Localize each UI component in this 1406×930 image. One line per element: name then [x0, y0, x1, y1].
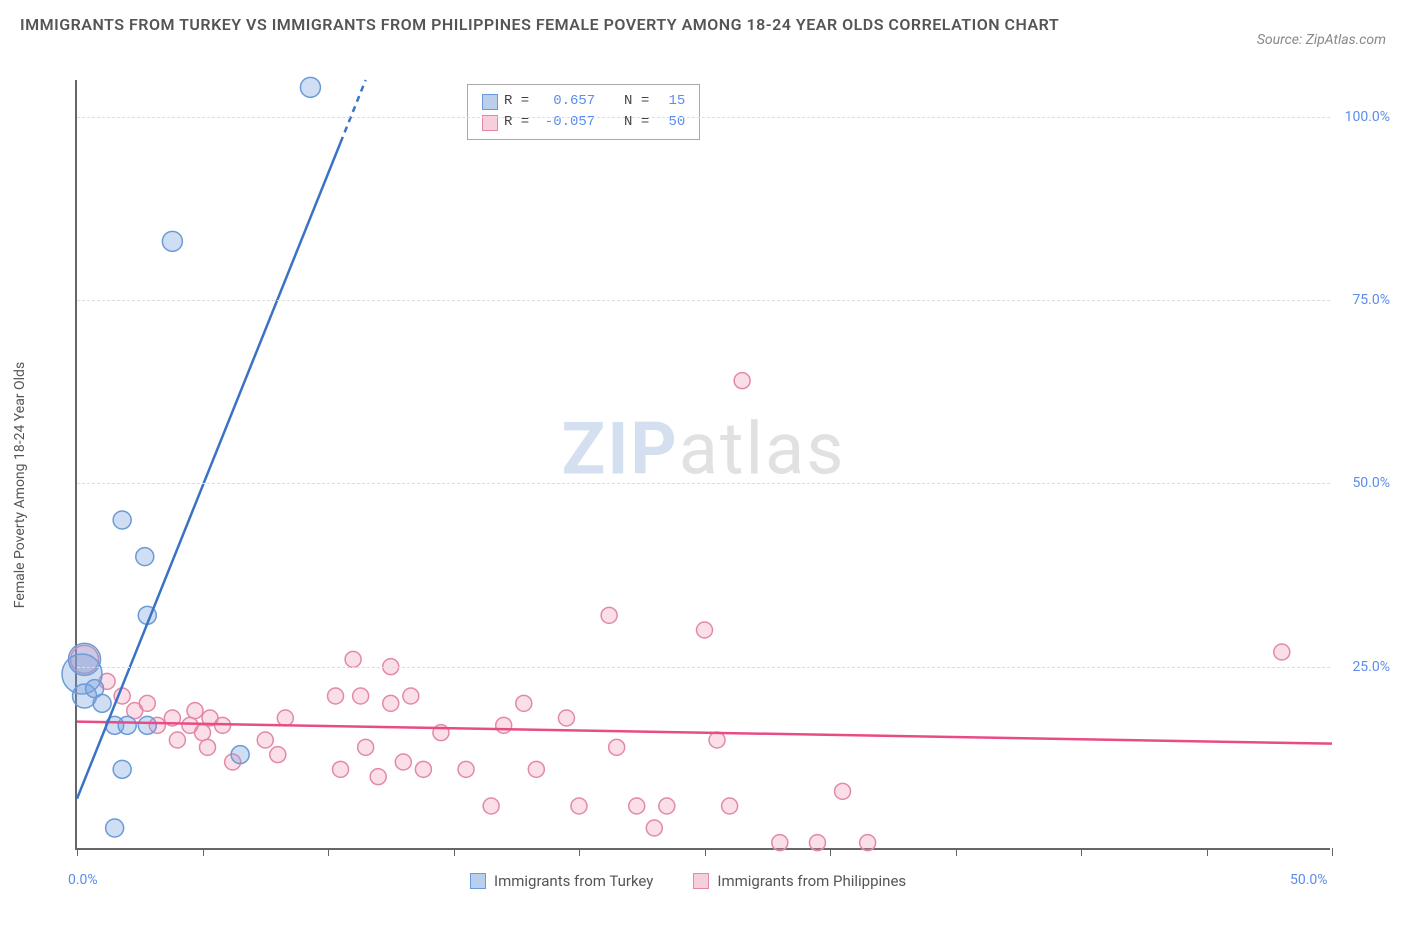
data-point [483, 798, 499, 814]
data-point [860, 835, 876, 851]
data-point [113, 760, 131, 778]
scatter-plot-svg [77, 80, 1330, 848]
x-tick [454, 848, 455, 856]
y-tick-label: 25.0% [1352, 659, 1390, 675]
chart-container: Female Poverty Among 18-24 Year Olds ZIP… [50, 80, 1380, 890]
data-point [709, 732, 725, 748]
data-point [659, 798, 675, 814]
data-point [601, 607, 617, 623]
x-tick [77, 848, 78, 856]
data-point [835, 783, 851, 799]
grid-line [77, 667, 1330, 668]
data-point [138, 716, 156, 734]
data-point [809, 835, 825, 851]
swatch-turkey [482, 94, 498, 110]
data-point [558, 710, 574, 726]
data-point [1274, 644, 1290, 660]
x-tick [1332, 848, 1333, 856]
y-tick-label: 50.0% [1352, 475, 1390, 491]
grid-line [77, 300, 1330, 301]
data-point [646, 820, 662, 836]
data-point [358, 739, 374, 755]
n-label: N = [624, 91, 649, 112]
data-point [496, 717, 512, 733]
y-axis-label: Female Poverty Among 18-24 Year Olds [12, 362, 28, 608]
data-point [69, 643, 101, 675]
stats-legend-box: R = 0.657 N = 15 R = -0.057 N = 50 [467, 84, 700, 140]
data-point [353, 688, 369, 704]
chart-title: IMMIGRANTS FROM TURKEY VS IMMIGRANTS FRO… [20, 12, 1059, 38]
grid-line [77, 483, 1330, 484]
data-point [415, 761, 431, 777]
data-point [333, 761, 349, 777]
data-point [345, 651, 361, 667]
x-axis-min-label: 0.0% [68, 872, 98, 888]
data-point [370, 769, 386, 785]
data-point [300, 77, 320, 97]
data-point [629, 798, 645, 814]
x-tick [956, 848, 957, 856]
data-point [257, 732, 273, 748]
data-point [609, 739, 625, 755]
x-tick [705, 848, 706, 856]
data-point [395, 754, 411, 770]
swatch-philippines-icon [693, 873, 709, 889]
data-point [106, 819, 124, 837]
data-point [697, 622, 713, 638]
y-tick-label: 100.0% [1345, 109, 1390, 125]
n-value-philippines: 50 [655, 112, 685, 133]
source-attribution: Source: ZipAtlas.com [1257, 32, 1386, 48]
data-point [200, 739, 216, 755]
data-point [458, 761, 474, 777]
data-point [277, 710, 293, 726]
data-point [195, 725, 211, 741]
x-tick [1081, 848, 1082, 856]
r-label: R = [504, 112, 529, 133]
x-tick [830, 848, 831, 856]
data-point [113, 511, 131, 529]
data-point [516, 695, 532, 711]
legend-item-turkey: Immigrants from Turkey [470, 872, 653, 890]
data-point [528, 761, 544, 777]
data-point [383, 695, 399, 711]
data-point [136, 548, 154, 566]
r-value-turkey: 0.657 [535, 91, 595, 112]
data-point [162, 231, 182, 251]
data-point [772, 835, 788, 851]
grid-line [77, 117, 1330, 118]
data-point [139, 695, 155, 711]
plot-area: ZIPatlas R = 0.657 N = 15 R = -0.057 N =… [75, 80, 1330, 850]
y-tick-label: 75.0% [1352, 292, 1390, 308]
bottom-legend: Immigrants from Turkey Immigrants from P… [470, 872, 906, 890]
data-point [734, 373, 750, 389]
n-value-turkey: 15 [655, 91, 685, 112]
data-point [231, 746, 249, 764]
data-point [118, 716, 136, 734]
x-axis-max-label: 50.0% [1290, 872, 1328, 888]
stats-row-philippines: R = -0.057 N = 50 [482, 112, 685, 133]
legend-label-philippines: Immigrants from Philippines [717, 872, 906, 890]
x-tick [579, 848, 580, 856]
legend-item-philippines: Immigrants from Philippines [693, 872, 906, 890]
swatch-turkey-icon [470, 873, 486, 889]
data-point [328, 688, 344, 704]
data-point [169, 732, 185, 748]
data-point [571, 798, 587, 814]
stats-row-turkey: R = 0.657 N = 15 [482, 91, 685, 112]
data-point [93, 694, 111, 712]
data-point [722, 798, 738, 814]
x-tick [1207, 848, 1208, 856]
x-tick [203, 848, 204, 856]
data-point [403, 688, 419, 704]
data-point [187, 703, 203, 719]
r-label: R = [504, 91, 529, 112]
x-tick [328, 848, 329, 856]
legend-label-turkey: Immigrants from Turkey [494, 872, 653, 890]
r-value-philippines: -0.057 [535, 112, 595, 133]
n-label: N = [624, 112, 649, 133]
data-point [270, 747, 286, 763]
